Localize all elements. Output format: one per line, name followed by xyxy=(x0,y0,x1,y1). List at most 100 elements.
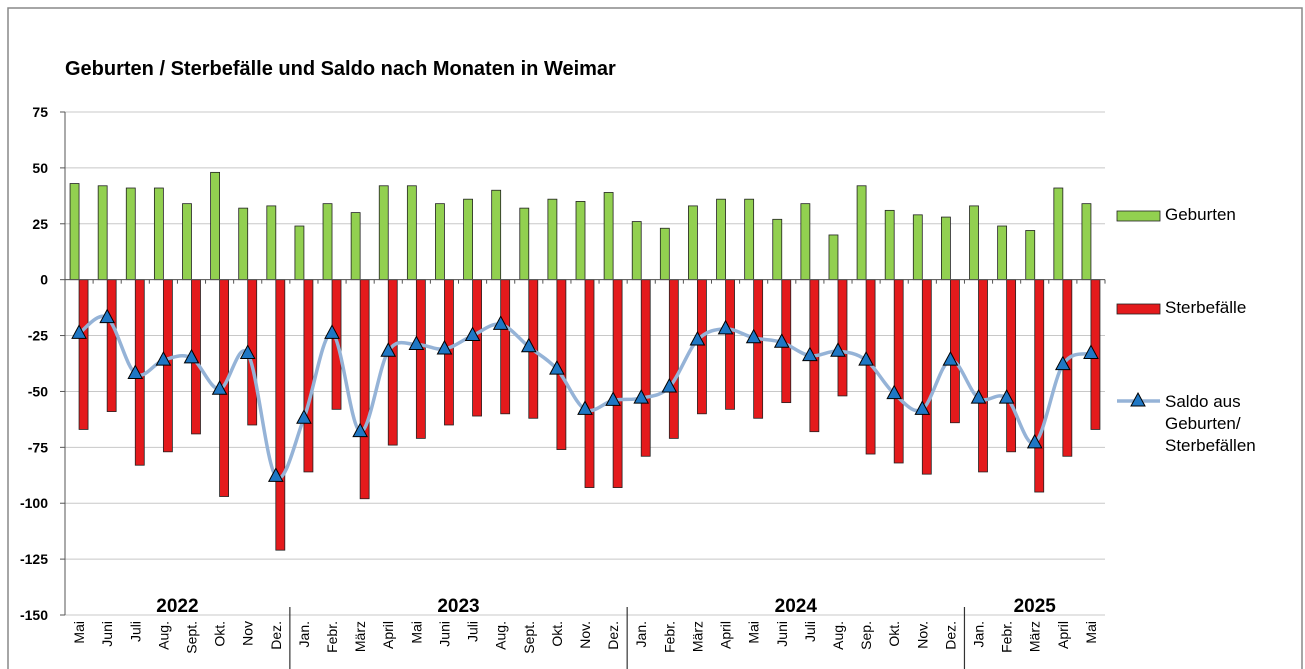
x-tick-label: Mai xyxy=(408,621,424,644)
saldo-marker xyxy=(633,389,650,404)
x-tick-label: April xyxy=(380,621,396,649)
bar xyxy=(912,214,923,281)
saldo-marker xyxy=(155,351,172,366)
saldo-marker xyxy=(970,389,987,404)
bar xyxy=(162,279,173,453)
x-tick-label: Jan. xyxy=(633,621,649,647)
bar xyxy=(463,198,473,281)
x-tick-label: Febr. xyxy=(999,621,1015,653)
x-tick-label: Aug. xyxy=(830,621,846,650)
legend-label: Saldo aus Geburten/ Sterbefällen xyxy=(1165,392,1256,455)
saldo-marker xyxy=(464,326,481,342)
x-tick-label: April xyxy=(1055,621,1071,649)
bar xyxy=(828,234,839,281)
saldo-marker xyxy=(802,346,818,362)
bar xyxy=(640,279,651,457)
saldo-marker xyxy=(605,391,621,406)
bar xyxy=(969,205,979,281)
saldo-marker xyxy=(549,360,565,375)
x-tick-label: Sept. xyxy=(521,621,537,654)
y-tick-label: 50 xyxy=(32,160,48,176)
legend-label: Geburten xyxy=(1165,205,1236,224)
bar xyxy=(772,218,783,281)
saldo-marker xyxy=(998,389,1015,404)
x-tick-label: Sept. xyxy=(183,621,199,654)
saldo-marker xyxy=(577,400,593,415)
bar xyxy=(837,279,848,397)
frame xyxy=(7,7,1303,669)
bar xyxy=(406,185,417,281)
saldo-marker xyxy=(1026,433,1043,449)
bar xyxy=(659,227,670,281)
saldo-marker xyxy=(436,339,453,355)
bar xyxy=(69,183,80,281)
bar xyxy=(688,205,698,281)
x-tick-label: März xyxy=(689,621,705,652)
bar xyxy=(303,279,314,473)
saldo-marker xyxy=(914,400,931,415)
bar xyxy=(275,279,286,551)
saldo-marker xyxy=(858,351,874,366)
saldo-marker xyxy=(520,337,537,353)
bar xyxy=(1053,187,1064,281)
bar xyxy=(1034,279,1045,493)
bar xyxy=(631,221,642,281)
saldo-marker xyxy=(1083,344,1099,359)
bar xyxy=(322,203,333,281)
legend-swatch xyxy=(1116,303,1161,315)
bar xyxy=(210,171,220,281)
x-tick-label: Okt. xyxy=(549,621,565,647)
year-label: 2022 xyxy=(156,596,198,617)
bar xyxy=(856,185,867,281)
year-label: 2024 xyxy=(775,596,818,617)
bar xyxy=(294,225,305,281)
legend-swatch xyxy=(1116,210,1161,222)
bar xyxy=(893,279,904,464)
x-tick-label: Okt. xyxy=(212,621,228,647)
saldo-marker xyxy=(492,315,509,330)
bar xyxy=(697,279,707,415)
saldo-marker xyxy=(773,333,790,348)
saldo-marker xyxy=(71,324,87,339)
bar xyxy=(106,279,117,412)
bar xyxy=(153,187,164,281)
saldo-marker xyxy=(689,330,706,346)
saldo-marker xyxy=(127,364,144,380)
x-tick-label: April xyxy=(718,621,734,649)
x-tick-label: Juni xyxy=(99,621,115,647)
saldo-marker xyxy=(408,335,425,350)
bar xyxy=(1025,230,1036,281)
x-tick-label: Juli xyxy=(465,621,481,642)
bar xyxy=(182,203,192,281)
bar xyxy=(125,187,136,281)
bar xyxy=(884,209,895,281)
bar xyxy=(266,205,277,281)
bar xyxy=(378,185,389,281)
bar xyxy=(500,279,511,415)
year-label: 2023 xyxy=(437,596,479,617)
x-tick-label: Jan. xyxy=(296,621,312,647)
x-tick-label: Jan. xyxy=(971,621,987,647)
x-tick-label: Febr. xyxy=(661,621,677,653)
y-tick-label: -50 xyxy=(28,383,48,399)
y-tick-label: -125 xyxy=(20,551,48,567)
bar xyxy=(941,216,951,281)
bar xyxy=(519,207,530,281)
bar xyxy=(603,192,614,281)
bar xyxy=(997,225,1008,281)
x-tick-label: Juni xyxy=(436,621,452,647)
y-tick-label: 0 xyxy=(40,272,48,288)
x-tick-label: Juni xyxy=(774,621,790,647)
bar xyxy=(97,185,108,281)
y-tick-label: -150 xyxy=(20,607,48,623)
x-tick-label: Nov. xyxy=(914,621,930,649)
x-tick-label: Mai xyxy=(71,621,87,644)
x-tick-label: März xyxy=(352,621,368,652)
saldo-marker xyxy=(1055,355,1071,371)
legend-marker xyxy=(1130,391,1146,407)
saldo-marker xyxy=(352,422,368,438)
saldo-marker xyxy=(830,342,846,357)
bar xyxy=(387,279,398,446)
saldo-marker xyxy=(942,351,959,366)
chart-title: Geburten / Sterbefälle und Saldo nach Mo… xyxy=(65,58,616,80)
